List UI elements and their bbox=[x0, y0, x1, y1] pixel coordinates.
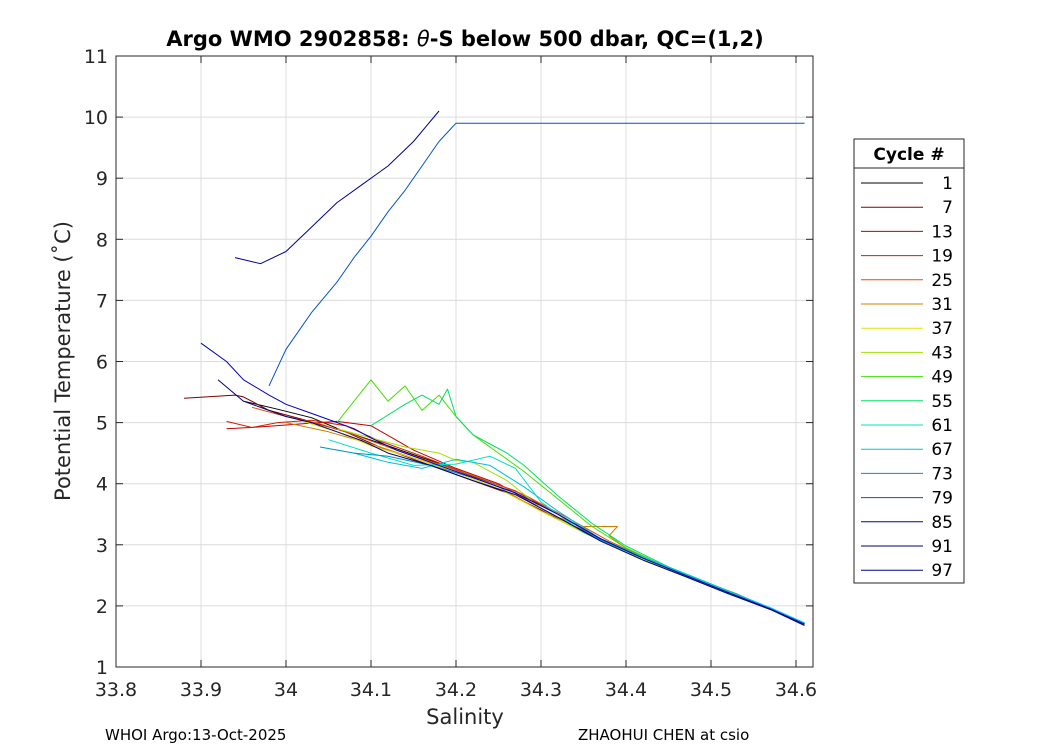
footer-left: WHOI Argo:13-Oct-2025 bbox=[105, 726, 286, 744]
series-line-cycle-91 bbox=[217, 379, 805, 626]
y-tick-label: 4 bbox=[96, 474, 108, 496]
legend-entries: 1 7 13 19 25 31 37 43 49 55 61 67 73 79 85 91 97 bbox=[861, 174, 953, 581]
series-line-cycle-79 bbox=[268, 122, 805, 387]
legend-label-cycle-31: 31 bbox=[931, 295, 953, 315]
legend-label-cycle-19: 19 bbox=[931, 247, 953, 267]
x-tick-label: 34.3 bbox=[520, 679, 562, 701]
legend-label-cycle-55: 55 bbox=[931, 392, 953, 412]
y-tick-label: 10 bbox=[84, 107, 108, 129]
legend-label-cycle-13: 13 bbox=[931, 222, 953, 242]
chart-title-prefix: Argo WMO 2902858: bbox=[166, 27, 417, 51]
legend-label-cycle-61: 61 bbox=[931, 416, 953, 436]
x-tick-label: 33.8 bbox=[95, 679, 137, 701]
legend-label-cycle-97: 97 bbox=[931, 561, 953, 581]
series-line-cycle-97 bbox=[234, 110, 440, 265]
x-tick-label: 34.5 bbox=[690, 679, 732, 701]
y-tick-label: 1 bbox=[96, 657, 108, 679]
legend-label-cycle-73: 73 bbox=[931, 464, 953, 484]
y-tick-label: 3 bbox=[96, 535, 108, 557]
x-tick-label: 34.6 bbox=[775, 679, 817, 701]
series-line-cycle-85 bbox=[200, 342, 805, 625]
axis-ticks: 33.8 33.9 34 34.1 34.2 34.3 34.4 34.5 34.6123456… bbox=[84, 46, 817, 701]
y-tick-label: 9 bbox=[96, 168, 108, 190]
y-axis-label: Potential Temperature (˚C) bbox=[51, 221, 75, 501]
legend-label-cycle-49: 49 bbox=[931, 368, 953, 388]
legend-label-cycle-25: 25 bbox=[931, 271, 953, 291]
y-tick-label: 5 bbox=[96, 413, 108, 435]
legend-title: Cycle # bbox=[873, 145, 944, 165]
footer-right: ZHAOHUI CHEN at csio bbox=[578, 726, 749, 744]
legend: Cycle # 1 7 13 19 25 31 37 43 49 55 61 67 73 79 85 91 97 bbox=[853, 138, 965, 584]
grid bbox=[115, 55, 813, 668]
x-tick-label: 34.1 bbox=[350, 679, 392, 701]
legend-label-cycle-43: 43 bbox=[931, 343, 953, 363]
legend-label-cycle-37: 37 bbox=[931, 319, 953, 339]
series-line-cycle-67 bbox=[353, 452, 805, 624]
legend-label-cycle-79: 79 bbox=[931, 489, 953, 509]
chart-title: Argo WMO 2902858: θ-S below 500 dbar, QC… bbox=[166, 27, 763, 51]
legend-label-cycle-1: 1 bbox=[942, 174, 953, 194]
y-tick-label: 2 bbox=[96, 596, 108, 618]
y-tick-label: 6 bbox=[96, 352, 108, 374]
y-tick-label: 8 bbox=[96, 229, 108, 251]
legend-label-cycle-91: 91 bbox=[931, 537, 953, 557]
legend-box bbox=[853, 138, 965, 584]
series-lines bbox=[183, 110, 805, 626]
x-tick-label: 33.9 bbox=[180, 679, 222, 701]
chart-title-suffix: -S below 500 dbar, QC=(1,2) bbox=[430, 27, 764, 51]
y-tick-label: 11 bbox=[84, 46, 108, 68]
legend-label-cycle-67: 67 bbox=[931, 440, 953, 460]
chart-title-theta-symbol: θ bbox=[417, 27, 430, 51]
legend-label-cycle-85: 85 bbox=[931, 513, 953, 533]
legend-label-cycle-7: 7 bbox=[942, 198, 953, 218]
x-tick-label: 34.2 bbox=[435, 679, 477, 701]
y-tick-label: 7 bbox=[96, 290, 108, 312]
x-tick-label: 34.4 bbox=[605, 679, 647, 701]
x-axis-label: Salinity bbox=[426, 705, 504, 729]
x-tick-label: 34 bbox=[274, 679, 298, 701]
